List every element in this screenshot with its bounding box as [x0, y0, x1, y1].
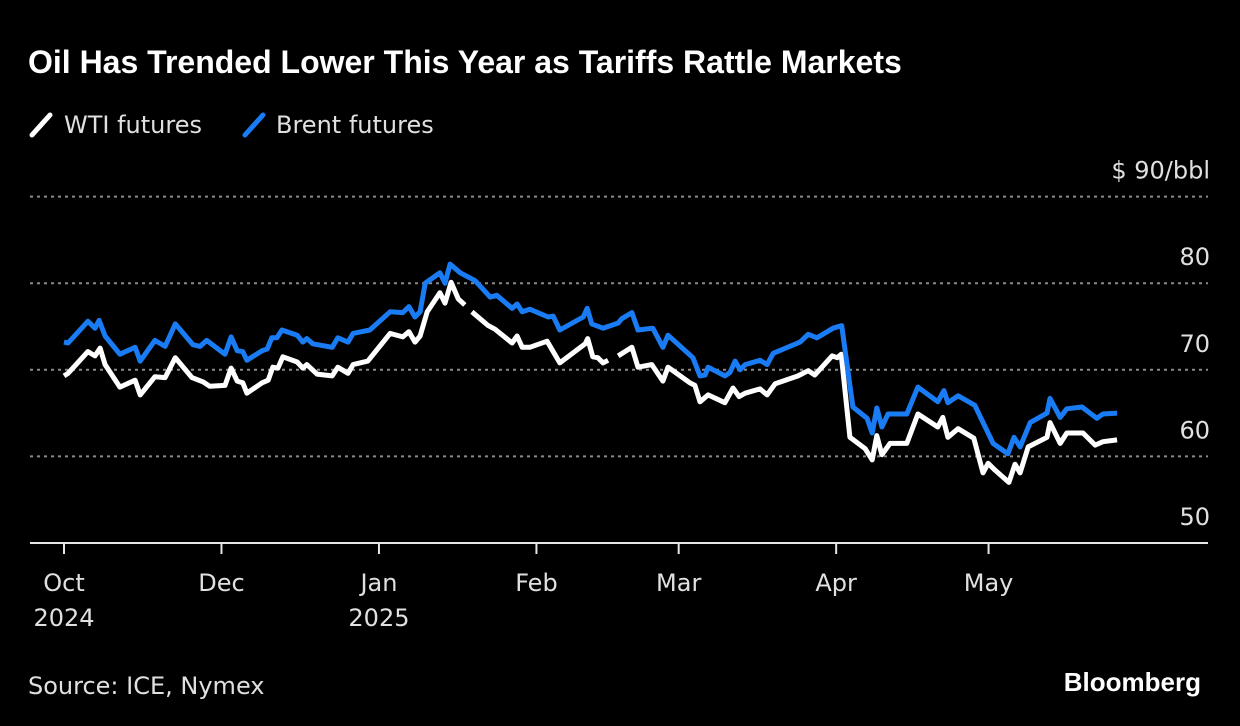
series-line-wti-futures	[62, 279, 1118, 485]
legend: WTI futures Brent futures	[29, 111, 434, 139]
y-tick-label: $ 90/bbl	[1111, 157, 1210, 185]
legend-label-wti: WTI futures	[64, 111, 202, 139]
y-tick-label: 50	[1179, 503, 1210, 531]
x-tick-label: Apr	[815, 569, 857, 597]
bloomberg-logo: Bloomberg	[1064, 667, 1201, 697]
x-tick-year: 2025	[348, 604, 409, 632]
x-axis: Oct 2024 Dec Jan 2025 Feb Mar Apr May	[30, 542, 1208, 632]
x-tick-year: 2024	[33, 604, 94, 632]
legend-swatch-wti	[29, 112, 53, 138]
x-tick-label: Dec	[198, 569, 244, 597]
y-tick-label: 60	[1179, 416, 1210, 444]
x-tick-label: Oct	[43, 569, 85, 597]
x-tick-label: Feb	[515, 569, 558, 597]
x-tick-label: Mar	[656, 569, 701, 597]
legend-swatch-brent	[242, 112, 266, 138]
legend-label-brent: Brent futures	[276, 111, 434, 139]
y-tick-label: 80	[1179, 243, 1210, 271]
x-tick-label: May	[964, 569, 1014, 597]
x-tick-label: Jan	[358, 569, 397, 597]
chart-title: Oil Has Trended Lower This Year as Tarif…	[28, 44, 902, 80]
gridlines: $ 90/bbl 80 70 60 50	[30, 157, 1210, 531]
series-lines	[62, 261, 1118, 485]
y-tick-label: 70	[1179, 330, 1210, 358]
series-line-brent-futures	[63, 261, 1118, 457]
source-note: Source: ICE, Nymex	[28, 672, 264, 700]
